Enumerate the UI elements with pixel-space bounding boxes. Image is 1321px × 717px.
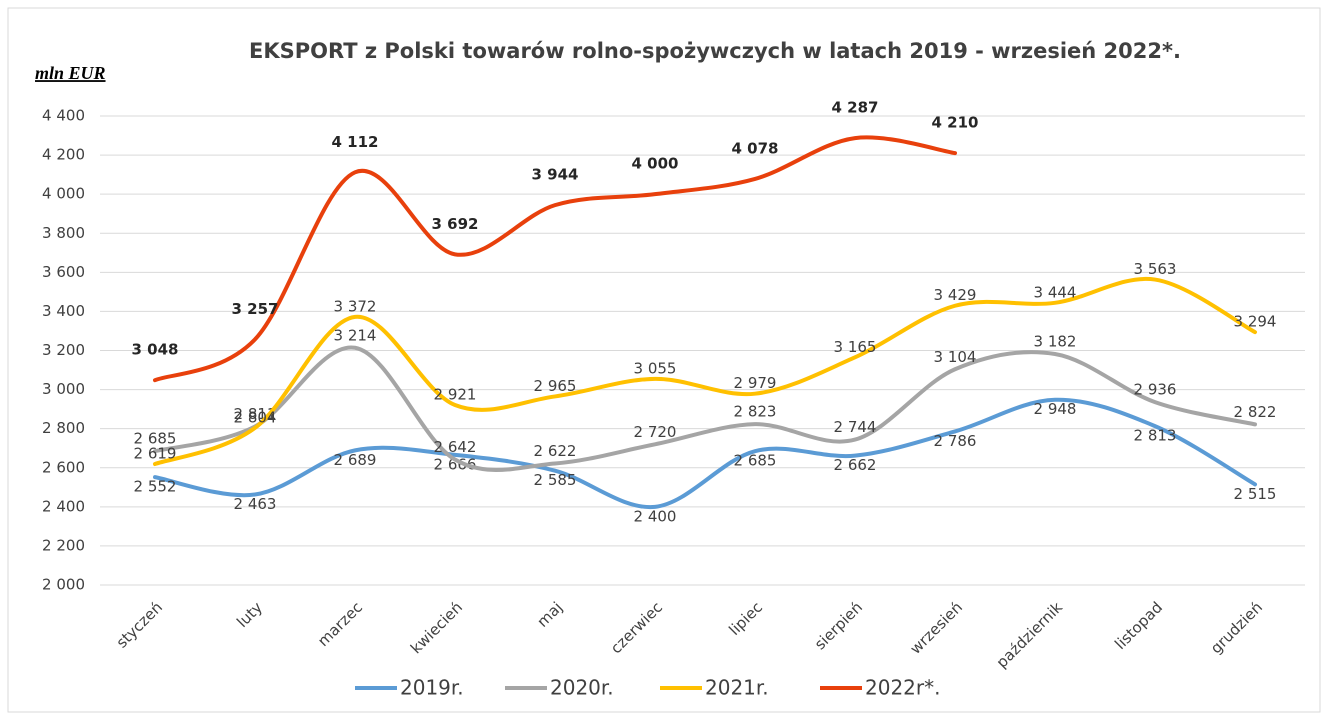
y-axis-label: mln EUR: [35, 63, 106, 83]
data-label: 2 619: [134, 445, 177, 463]
data-label: 2 822: [1234, 403, 1277, 421]
y-tick-label: 3 600: [42, 263, 85, 281]
data-label: 3 563: [1134, 260, 1177, 278]
data-label: 3 182: [1034, 333, 1077, 351]
y-tick-label: 4 400: [42, 107, 85, 125]
series-line: [153, 135, 957, 383]
data-label: 2 786: [934, 432, 977, 450]
data-label: 3 944: [532, 166, 579, 184]
data-label: 2 400: [634, 507, 677, 525]
data-label: 2 689: [334, 451, 377, 469]
y-tick-label: 3 400: [42, 302, 85, 320]
data-label: 2 823: [734, 403, 777, 421]
data-label: 3 429: [934, 286, 977, 304]
data-label: 3 048: [132, 341, 179, 359]
legend-label: 2022r*.: [865, 676, 940, 700]
data-label: 2 720: [634, 423, 677, 441]
legend-label: 2019r.: [400, 676, 464, 700]
y-tick-label: 2 000: [42, 576, 85, 594]
data-label: 2 463: [234, 495, 277, 513]
data-label: 4 000: [632, 155, 679, 173]
y-tick-label: 4 000: [42, 185, 85, 203]
data-label: 2 662: [834, 456, 877, 474]
data-label: 2 948: [1034, 400, 1077, 418]
data-label: 4 210: [932, 114, 979, 132]
data-label: 2 585: [534, 471, 577, 489]
data-label: 3 055: [634, 359, 677, 377]
data-label: 2 744: [834, 418, 877, 436]
y-tick-label: 4 200: [42, 146, 85, 164]
data-label: 3 214: [334, 326, 377, 344]
data-label: 2 936: [1134, 381, 1177, 399]
y-tick-label: 2 800: [42, 419, 85, 437]
data-label: 2 921: [434, 386, 477, 404]
data-label: 2 622: [534, 442, 577, 460]
data-label: 2 813: [1134, 427, 1177, 445]
data-label: 2 965: [534, 377, 577, 395]
data-label: 3 692: [432, 215, 479, 233]
data-label: 3 104: [934, 348, 977, 366]
series-line: [153, 345, 1257, 472]
data-label: 4 078: [732, 139, 779, 157]
series-line: [153, 276, 1257, 467]
data-label: 2 685: [734, 452, 777, 470]
data-label: 3 444: [1034, 283, 1077, 301]
data-label: 2 552: [134, 478, 177, 496]
chart-title: EKSPORT z Polski towarów rolno-spożywczy…: [249, 39, 1181, 63]
data-label: 2 666: [434, 455, 477, 473]
data-label: 3 165: [834, 338, 877, 356]
data-label: 2 515: [1234, 485, 1277, 503]
y-tick-label: 3 200: [42, 341, 85, 359]
data-label: 2 804: [234, 408, 277, 426]
y-tick-label: 3 000: [42, 380, 85, 398]
y-tick-label: 2 400: [42, 497, 85, 515]
data-label: 4 287: [832, 99, 879, 117]
y-tick-label: 3 800: [42, 224, 85, 242]
data-label: 3 372: [334, 297, 377, 315]
legend-label: 2020r.: [550, 676, 614, 700]
data-label: 3 257: [232, 300, 279, 318]
data-label: 4 112: [332, 133, 379, 151]
data-label: 2 642: [434, 438, 477, 456]
data-label: 3 294: [1234, 313, 1277, 331]
data-label: 2 979: [734, 374, 777, 392]
y-tick-label: 2 600: [42, 458, 85, 476]
y-tick-label: 2 200: [42, 536, 85, 554]
legend-label: 2021r.: [705, 676, 769, 700]
data-label: 2 685: [134, 430, 177, 448]
series-line: [153, 397, 1257, 509]
